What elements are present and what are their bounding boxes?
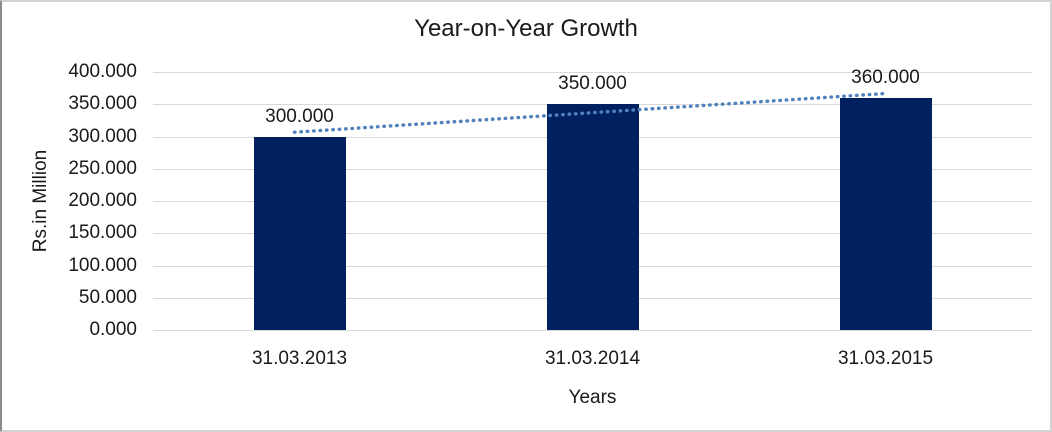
- y-tick-label: 250.000: [68, 157, 137, 179]
- x-tick-label: 31.03.2014: [544, 348, 641, 369]
- y-tick-label: 300.000: [68, 125, 137, 147]
- y-tick-label: 350.000: [68, 93, 137, 115]
- bar: [253, 136, 346, 330]
- y-tick-label: 50.000: [78, 286, 137, 308]
- plot-area: 300.000 350.000 360.000: [153, 67, 1032, 331]
- x-axis-title: Years: [568, 387, 617, 408]
- y-tick-label: 150.000: [68, 222, 137, 244]
- gridline: [153, 72, 1032, 73]
- bar-data-label: 350.000: [558, 73, 627, 95]
- y-tick-label: 200.000: [68, 190, 137, 211]
- bar: [839, 97, 932, 330]
- x-tick-label: 31.03.2013: [251, 348, 348, 369]
- y-tick-label: 100.000: [68, 254, 137, 276]
- chart-title: Year-on-Year Growth: [414, 15, 638, 42]
- bar-data-label: 360.000: [851, 66, 920, 88]
- bar: [546, 104, 639, 330]
- x-tick-label: 31.03.2015: [837, 348, 934, 369]
- y-tick-label: 400.000: [68, 61, 137, 82]
- bar-data-label: 300.000: [265, 105, 334, 127]
- y-tick-label: 0.000: [89, 319, 137, 340]
- gridline: [153, 330, 1032, 331]
